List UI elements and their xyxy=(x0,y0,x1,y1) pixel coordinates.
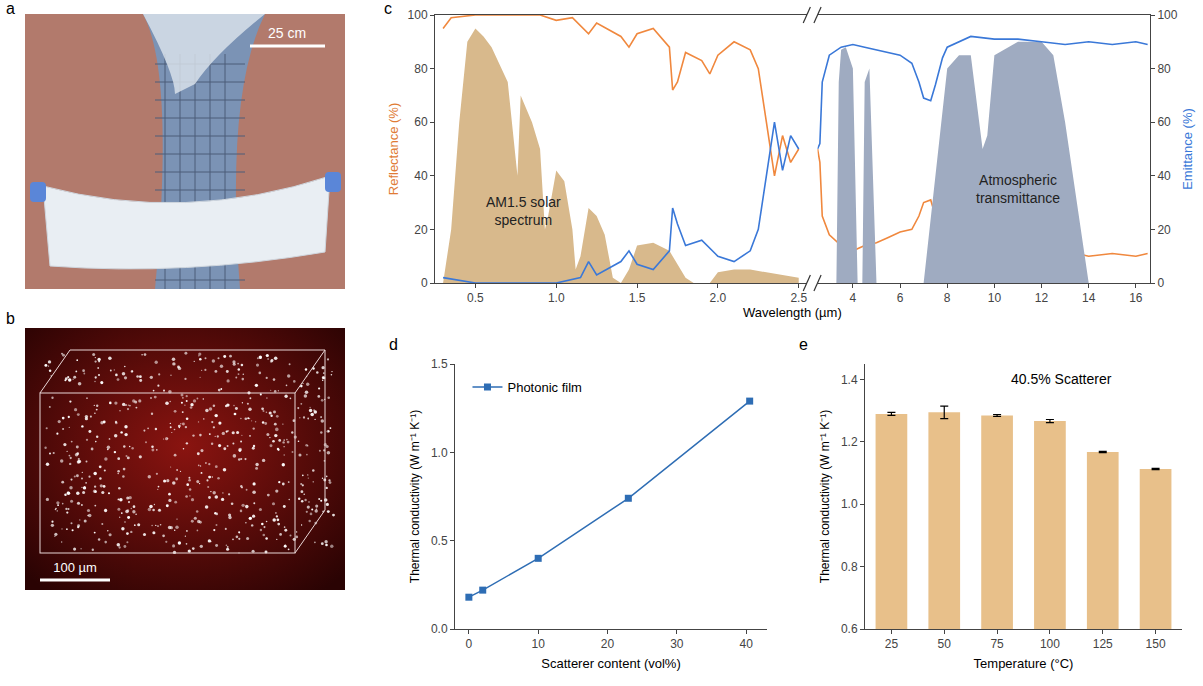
svg-text:25: 25 xyxy=(885,637,899,651)
svg-text:Reflectance (%): Reflectance (%) xyxy=(386,103,401,195)
svg-text:Thermal conductivity (W m⁻¹ K⁻: Thermal conductivity (W m⁻¹ K⁻¹) xyxy=(408,410,422,583)
svg-text:40: 40 xyxy=(414,169,428,183)
svg-text:100 µm: 100 µm xyxy=(53,560,97,575)
svg-text:60: 60 xyxy=(414,115,428,129)
svg-text:0.6: 0.6 xyxy=(841,622,858,636)
svg-text:0: 0 xyxy=(466,637,473,651)
svg-text:1.5: 1.5 xyxy=(431,357,448,371)
svg-text:125: 125 xyxy=(1093,637,1113,651)
svg-text:16: 16 xyxy=(1129,291,1143,305)
svg-text:0.0: 0.0 xyxy=(431,622,448,636)
svg-text:0.8: 0.8 xyxy=(841,560,858,574)
svg-text:30: 30 xyxy=(670,637,684,651)
svg-text:75: 75 xyxy=(990,637,1004,651)
svg-text:1.2: 1.2 xyxy=(841,435,858,449)
svg-text:150: 150 xyxy=(1146,637,1166,651)
svg-text:12: 12 xyxy=(1035,291,1049,305)
svg-text:60: 60 xyxy=(1157,115,1171,129)
html-text:b: b xyxy=(6,310,15,327)
svg-text:40.5% Scatterer: 40.5% Scatterer xyxy=(1011,371,1112,387)
svg-text:100: 100 xyxy=(408,8,428,22)
svg-text:40: 40 xyxy=(1157,169,1171,183)
svg-text:4: 4 xyxy=(850,291,857,305)
html-text:c: c xyxy=(384,0,392,17)
svg-text:1.0: 1.0 xyxy=(548,291,565,305)
svg-text:100: 100 xyxy=(1040,637,1060,651)
svg-text:80: 80 xyxy=(414,62,428,76)
svg-text:14: 14 xyxy=(1082,291,1096,305)
svg-text:25 cm: 25 cm xyxy=(268,25,306,41)
svg-text:0: 0 xyxy=(1157,276,1164,290)
svg-text:20: 20 xyxy=(414,223,428,237)
svg-text:2.0: 2.0 xyxy=(710,291,727,305)
svg-text:6: 6 xyxy=(897,291,904,305)
svg-text:AM1.5 solarspectrum: AM1.5 solarspectrum xyxy=(486,194,561,228)
svg-text:1.0: 1.0 xyxy=(431,446,448,460)
svg-text:20: 20 xyxy=(1157,223,1171,237)
svg-text:2.5: 2.5 xyxy=(790,291,807,305)
svg-text:Temperature (°C): Temperature (°C) xyxy=(974,656,1074,671)
html-text:e: e xyxy=(799,336,808,353)
svg-text:Wavelength (µm): Wavelength (µm) xyxy=(743,305,842,320)
svg-text:0: 0 xyxy=(421,276,428,290)
svg-text:0.5: 0.5 xyxy=(431,534,448,548)
svg-text:10: 10 xyxy=(532,637,546,651)
svg-text:Photonic film: Photonic film xyxy=(507,380,581,395)
svg-text:1.5: 1.5 xyxy=(629,291,646,305)
html-text:d: d xyxy=(389,336,398,353)
svg-text:100: 100 xyxy=(1157,8,1177,22)
svg-text:8: 8 xyxy=(944,291,951,305)
svg-text:1.0: 1.0 xyxy=(841,497,858,511)
svg-text:50: 50 xyxy=(938,637,952,651)
svg-text:Emittance (%): Emittance (%) xyxy=(1180,108,1195,190)
svg-text:80: 80 xyxy=(1157,62,1171,76)
svg-text:1.4: 1.4 xyxy=(841,373,858,387)
svg-text:10: 10 xyxy=(988,291,1002,305)
svg-text:Atmospherictransmittance: Atmospherictransmittance xyxy=(976,172,1060,206)
html-text:a: a xyxy=(6,0,15,17)
svg-text:40: 40 xyxy=(740,637,754,651)
svg-text:Scatterer content (vol%): Scatterer content (vol%) xyxy=(541,656,680,671)
svg-text:20: 20 xyxy=(601,637,615,651)
svg-text:Thermal conductivity (W m⁻¹ K⁻: Thermal conductivity (W m⁻¹ K⁻¹) xyxy=(818,410,832,583)
svg-text:0.5: 0.5 xyxy=(467,291,484,305)
